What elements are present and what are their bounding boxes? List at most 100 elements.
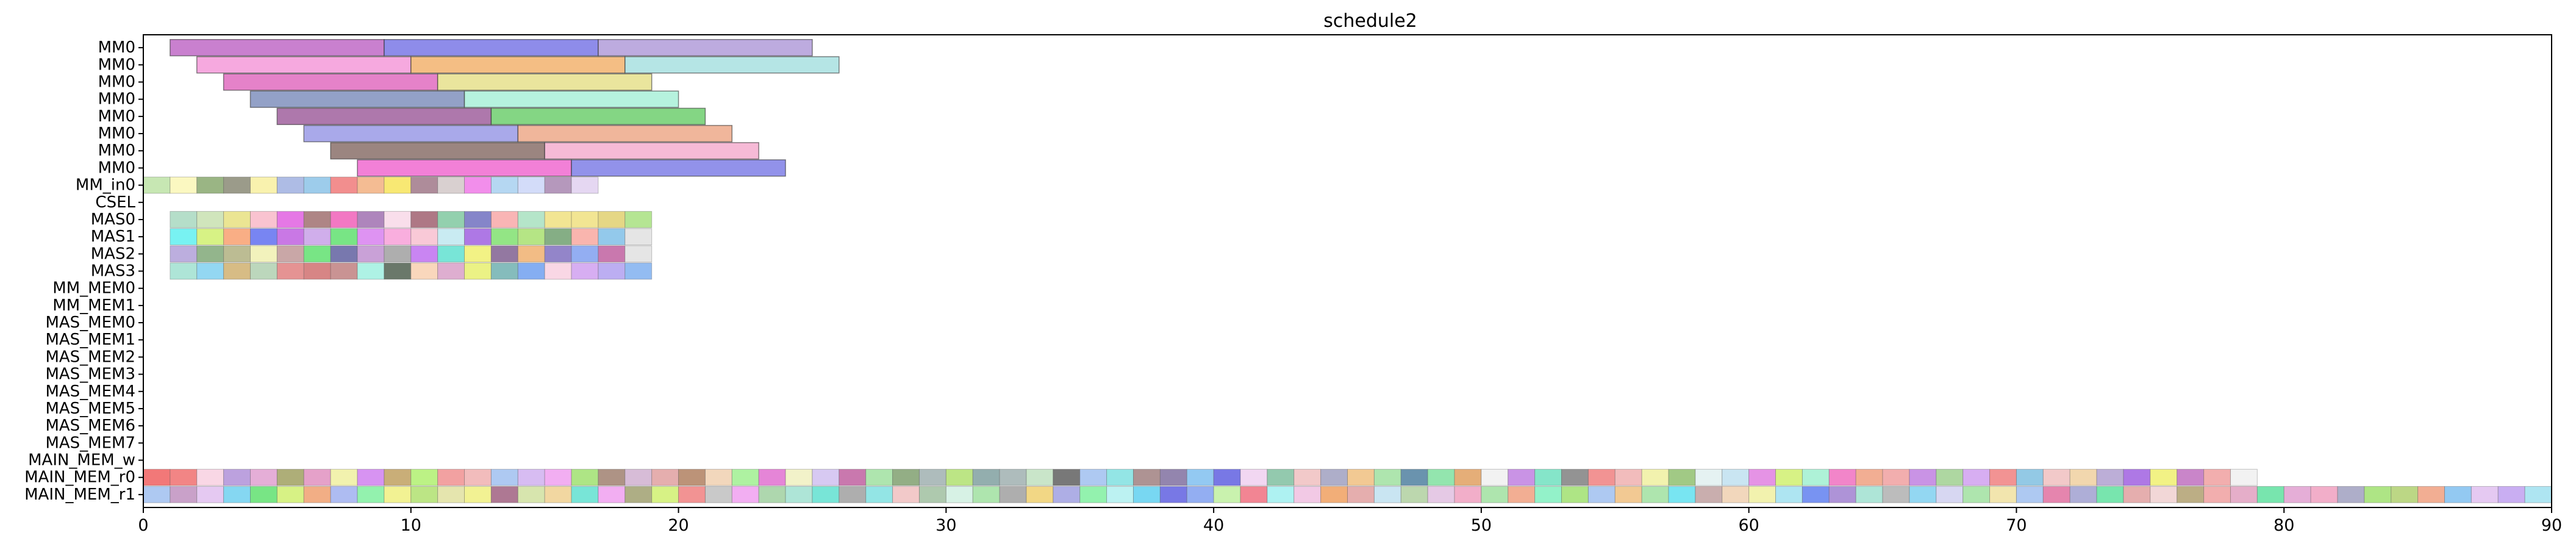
y-tick-label: MAIN_MEM_r0 (24, 468, 135, 487)
unit-task-block (357, 245, 385, 263)
unit-task-block (464, 176, 492, 194)
unit-task-block (598, 262, 626, 280)
unit-task-block (303, 245, 331, 263)
unit-task-block (517, 211, 545, 228)
unit-task-block (303, 486, 331, 503)
y-tick-label: MM_MEM1 (52, 296, 135, 315)
unit-task-block (1508, 468, 1536, 486)
unit-task-block (196, 468, 224, 486)
unit-task-block (384, 262, 412, 280)
unit-task-block (1828, 486, 1856, 503)
task-bar (384, 39, 599, 57)
unit-task-block (598, 211, 626, 228)
unit-task-block (1668, 486, 1696, 503)
unit-task-block (1587, 486, 1615, 503)
x-tick-label: 60 (1738, 516, 1759, 535)
unit-task-block (250, 468, 277, 486)
y-tick-label: MM0 (98, 56, 135, 74)
y-tick-label: MM0 (98, 90, 135, 109)
unit-task-block (544, 262, 572, 280)
unit-task-block (1561, 468, 1589, 486)
unit-task-block (704, 468, 732, 486)
unit-task-block (758, 468, 786, 486)
unit-task-block (517, 486, 545, 503)
unit-task-block (758, 486, 786, 503)
unit-task-block (196, 211, 224, 228)
unit-task-block (437, 211, 465, 228)
unit-task-block (1159, 468, 1187, 486)
unit-task-block (2524, 486, 2552, 503)
unit-task-block (330, 176, 358, 194)
unit-task-block (2016, 468, 2044, 486)
unit-task-block (143, 468, 171, 486)
unit-task-block (1508, 486, 1536, 503)
y-tick-label: MM0 (98, 107, 135, 126)
unit-task-block (250, 262, 277, 280)
task-bar (624, 56, 840, 74)
unit-task-block (1614, 486, 1642, 503)
unit-task-block (1614, 468, 1642, 486)
unit-task-block (544, 211, 572, 228)
unit-task-block (330, 211, 358, 228)
unit-task-block (1641, 468, 1669, 486)
x-tick-label: 30 (936, 516, 956, 535)
y-tick-label: MAS_MEM0 (45, 314, 135, 332)
unit-task-block (1079, 486, 1107, 503)
unit-task-block (598, 486, 626, 503)
y-tick-label: MAS1 (91, 228, 135, 246)
unit-task-block (517, 228, 545, 246)
unit-task-block (517, 245, 545, 263)
task-bar (330, 142, 545, 160)
unit-task-block (918, 468, 946, 486)
unit-task-block (250, 176, 277, 194)
unit-task-block (1159, 486, 1187, 503)
unit-task-block (303, 468, 331, 486)
unit-task-block (651, 468, 679, 486)
unit-task-block (704, 486, 732, 503)
unit-task-block (678, 486, 706, 503)
y-tick-label: MAS_MEM4 (45, 382, 135, 401)
unit-task-block (2096, 486, 2124, 503)
unit-task-block (464, 211, 492, 228)
unit-task-block (1267, 486, 1295, 503)
y-tick-label: MAS2 (91, 245, 135, 263)
unit-task-block (1320, 486, 1348, 503)
unit-task-block (1132, 486, 1161, 503)
unit-task-block (490, 211, 518, 228)
y-tick-label: MM_in0 (76, 176, 135, 195)
unit-task-block (490, 262, 518, 280)
unit-task-block (571, 468, 599, 486)
chart-title: schedule2 (1323, 10, 1417, 32)
unit-task-block (170, 486, 198, 503)
unit-task-block (1855, 486, 1883, 503)
unit-task-block (972, 468, 1000, 486)
unit-task-block (437, 176, 465, 194)
unit-task-block (571, 176, 599, 194)
unit-task-block (1053, 468, 1081, 486)
unit-task-block (464, 228, 492, 246)
unit-task-block (1373, 486, 1401, 503)
unit-task-block (2497, 486, 2525, 503)
unit-task-block (143, 486, 171, 503)
unit-task-block (1695, 486, 1723, 503)
unit-task-block (1882, 468, 1910, 486)
task-bar (463, 90, 679, 108)
unit-task-block (384, 228, 412, 246)
unit-task-block (437, 245, 465, 263)
unit-task-block (624, 262, 653, 280)
unit-task-block (223, 245, 251, 263)
unit-task-block (330, 245, 358, 263)
unit-task-block (1534, 486, 1562, 503)
unit-task-block (2042, 486, 2070, 503)
unit-task-block (1936, 486, 1964, 503)
unit-task-block (196, 486, 224, 503)
unit-task-block (410, 245, 438, 263)
unit-task-block (2230, 468, 2258, 486)
unit-task-block (544, 245, 572, 263)
unit-task-block (1534, 468, 1562, 486)
unit-task-block (1240, 468, 1268, 486)
unit-task-block (384, 468, 412, 486)
unit-task-block (1722, 468, 1750, 486)
unit-task-block (303, 211, 331, 228)
unit-task-block (464, 486, 492, 503)
